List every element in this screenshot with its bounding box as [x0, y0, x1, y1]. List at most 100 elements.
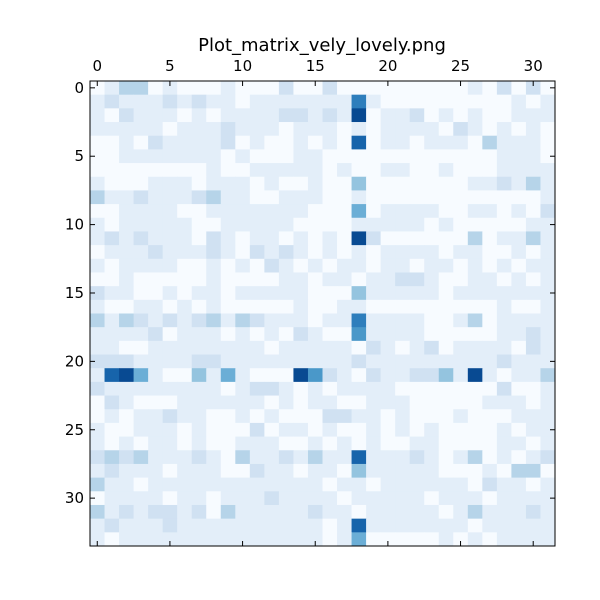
heatmap-cell — [351, 436, 367, 451]
heatmap-cell — [220, 176, 236, 191]
heatmap-cell — [133, 313, 149, 328]
heatmap-cell — [278, 354, 294, 369]
heatmap-cell — [191, 436, 207, 451]
heatmap-cell — [264, 149, 280, 164]
heatmap-cell — [235, 272, 251, 287]
heatmap-cell — [307, 122, 323, 137]
heatmap-cell — [162, 532, 178, 547]
heatmap-cell — [467, 122, 483, 137]
heatmap-cell — [293, 422, 309, 437]
heatmap-cell — [191, 149, 207, 164]
heatmap-cell — [467, 94, 483, 109]
heatmap-cell — [467, 176, 483, 191]
heatmap-cell — [264, 176, 280, 191]
heatmap-cell — [90, 81, 105, 96]
heatmap-cell — [482, 532, 498, 547]
heatmap-cell — [133, 272, 149, 287]
heatmap-cell — [249, 81, 265, 96]
heatmap-cell — [322, 204, 338, 219]
heatmap-cell — [366, 518, 382, 533]
heatmap-cell — [104, 354, 120, 369]
heatmap-cell — [351, 409, 367, 424]
heatmap-cell — [395, 340, 411, 355]
heatmap-cell — [467, 381, 483, 396]
heatmap-cell — [133, 204, 149, 219]
heatmap-cell — [90, 422, 105, 437]
heatmap-cell — [453, 245, 469, 260]
heatmap-cell — [380, 149, 396, 164]
heatmap-cell — [540, 313, 556, 328]
heatmap-cell — [249, 217, 265, 232]
heatmap-cell — [235, 176, 251, 191]
heatmap-cell — [162, 163, 178, 178]
heatmap-cell — [235, 354, 251, 369]
heatmap-cell — [380, 354, 396, 369]
heatmap-cell — [380, 81, 396, 96]
heatmap-cell — [525, 122, 541, 137]
heatmap-cell — [235, 327, 251, 342]
heatmap-cell — [191, 190, 207, 205]
heatmap-cell — [191, 327, 207, 342]
heatmap-cell — [482, 286, 498, 301]
heatmap-cell — [540, 532, 556, 547]
heatmap-cell — [453, 381, 469, 396]
heatmap-cell — [177, 504, 193, 520]
heatmap-cell — [264, 463, 280, 479]
heatmap-cell — [337, 149, 352, 164]
heatmap-cell — [307, 409, 323, 424]
heatmap-cell — [307, 381, 323, 396]
heatmap-cell — [249, 190, 265, 205]
heatmap-cell — [351, 327, 367, 342]
heatmap-cell — [467, 450, 483, 465]
heatmap-cell — [322, 532, 338, 547]
heatmap-cell — [337, 313, 352, 328]
heatmap-cell — [409, 340, 425, 355]
x-axis-ticks: 0 5 10 15 20 25 30 — [92, 57, 543, 546]
heatmap-cell — [525, 231, 541, 246]
heatmap-cell — [119, 381, 134, 396]
heatmap-cell — [380, 231, 396, 246]
heatmap-cell — [191, 422, 207, 437]
heatmap-cell — [119, 368, 134, 383]
heatmap-cell — [453, 504, 469, 520]
heatmap-cell — [322, 94, 338, 109]
heatmap-cell — [366, 532, 382, 547]
heatmap-cell — [90, 491, 105, 506]
heatmap-cell — [540, 395, 556, 410]
heatmap-cell — [177, 204, 193, 219]
heatmap-cell — [191, 463, 207, 479]
heatmap-cell — [133, 163, 149, 178]
heatmap-cell — [162, 477, 178, 492]
heatmap-cell — [307, 491, 323, 506]
heatmap-cell — [337, 272, 352, 287]
heatmap-cell — [206, 245, 222, 260]
heatmap-cell — [540, 450, 556, 465]
heatmap-cell — [307, 176, 323, 191]
heatmap-cell — [467, 477, 483, 492]
heatmap-cell — [119, 450, 134, 465]
heatmap-cell — [249, 381, 265, 396]
heatmap-cell — [438, 313, 454, 328]
heatmap-cell — [322, 176, 338, 191]
heatmap-cell — [438, 327, 454, 342]
heatmap-cell — [540, 340, 556, 355]
heatmap-cell — [409, 81, 425, 96]
heatmap-cell — [380, 217, 396, 232]
heatmap-cell — [90, 245, 105, 260]
heatmap-cell — [424, 504, 440, 520]
heatmap-cell — [395, 231, 411, 246]
heatmap-cell — [249, 272, 265, 287]
heatmap-cell — [148, 463, 164, 479]
heatmap-cell — [104, 436, 120, 451]
heatmap-cell — [366, 299, 382, 314]
heatmap-cell — [540, 409, 556, 424]
heatmap-cell — [453, 272, 469, 287]
heatmap-cell — [438, 272, 454, 287]
heatmap-cell — [249, 94, 265, 109]
heatmap-cell — [453, 368, 469, 383]
heatmap-cell — [191, 504, 207, 520]
heatmap-cell — [249, 477, 265, 492]
heatmap-cell — [366, 149, 382, 164]
heatmap-cell — [453, 149, 469, 164]
heatmap-cell — [307, 436, 323, 451]
